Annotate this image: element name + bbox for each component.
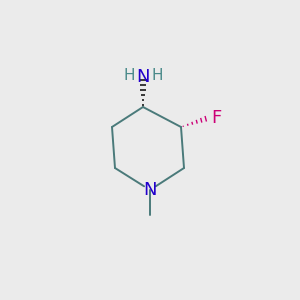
Text: N: N <box>136 68 150 86</box>
Text: H: H <box>151 68 163 82</box>
Text: H: H <box>123 68 135 82</box>
Text: F: F <box>211 109 221 127</box>
Text: N: N <box>143 181 157 199</box>
